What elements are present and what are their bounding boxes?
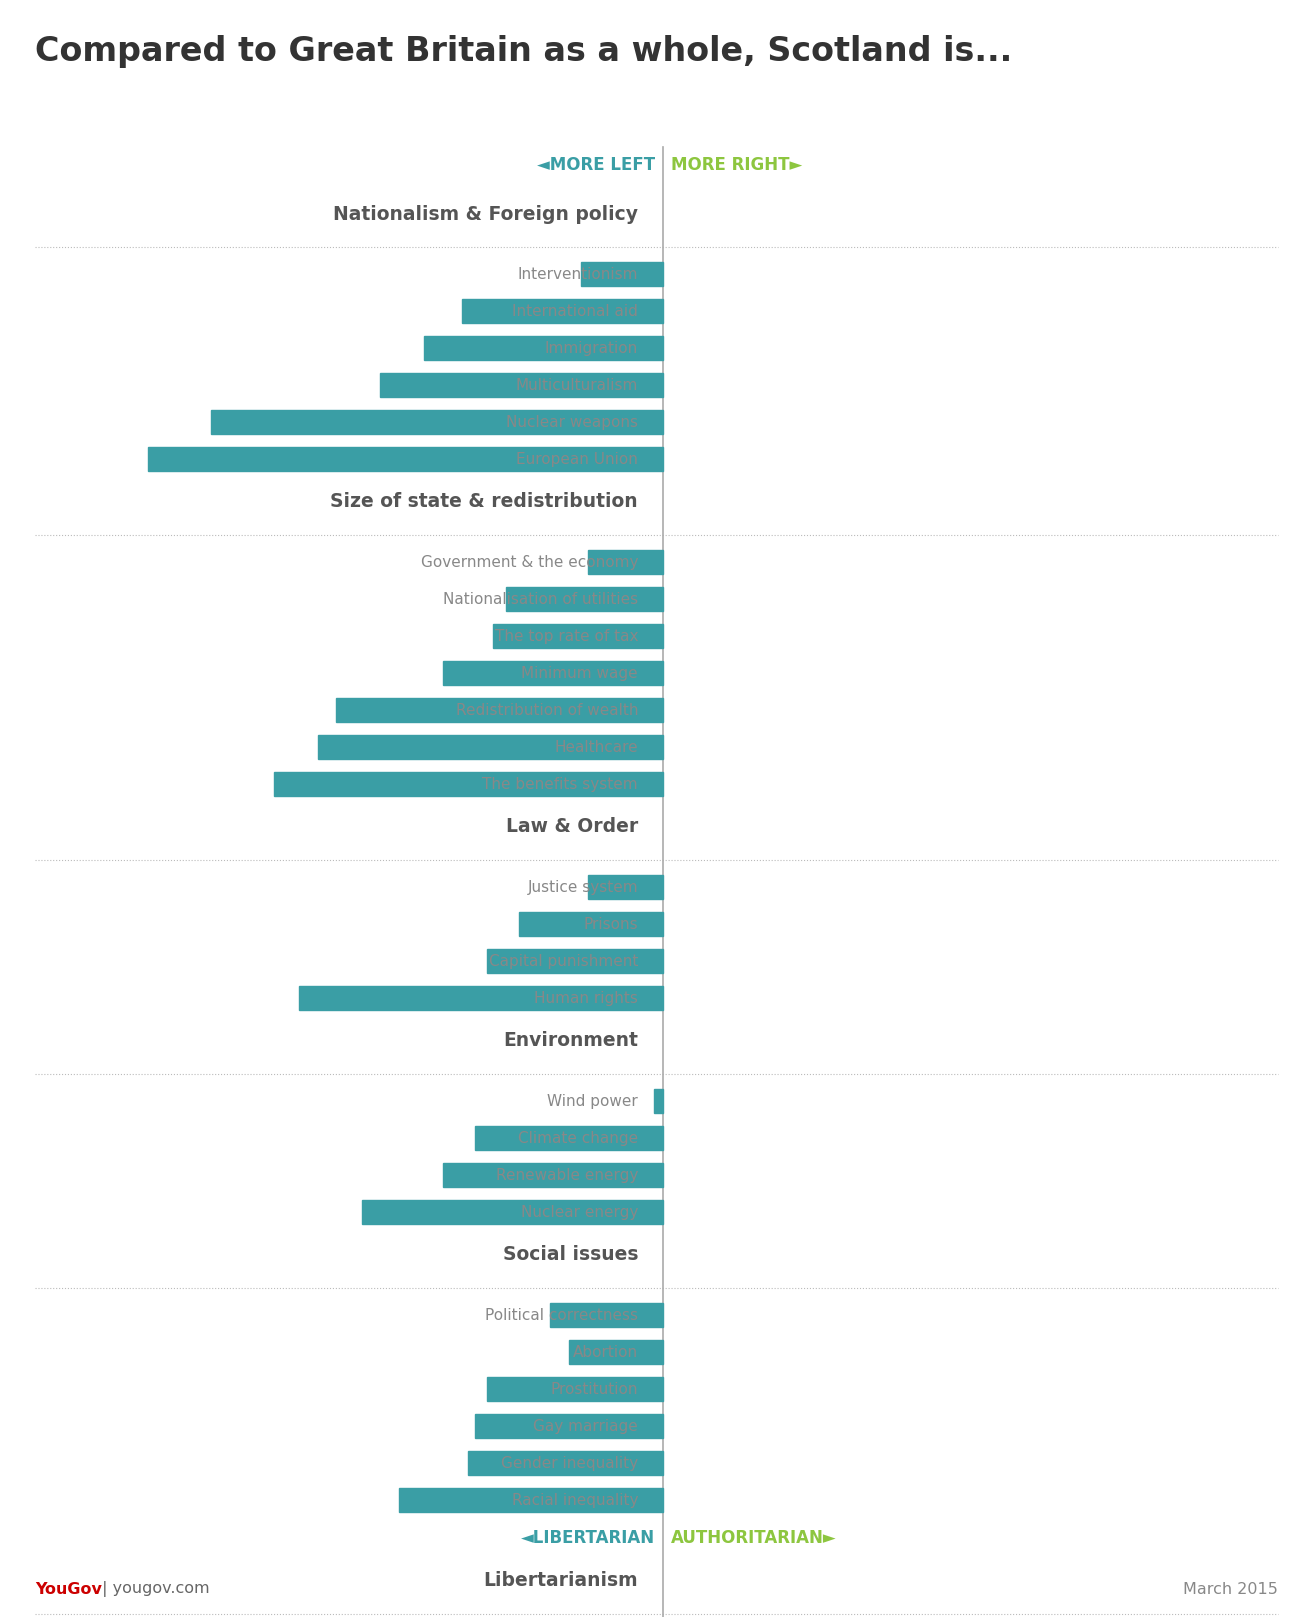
Text: | yougov.com: | yougov.com bbox=[97, 1581, 210, 1598]
Bar bbox=[424, 336, 663, 361]
Text: Size of state & redistribution: Size of state & redistribution bbox=[331, 493, 638, 511]
Text: Healthcare: Healthcare bbox=[554, 741, 638, 755]
Bar bbox=[494, 624, 663, 648]
Bar bbox=[444, 1164, 663, 1187]
Text: Gender inequality: Gender inequality bbox=[502, 1455, 638, 1471]
Text: AUTHORITARIAN►: AUTHORITARIAN► bbox=[671, 1530, 836, 1547]
Text: ◄LIBERTARIAN: ◄LIBERTARIAN bbox=[521, 1530, 655, 1547]
Text: March 2015: March 2015 bbox=[1183, 1581, 1278, 1596]
Bar bbox=[211, 411, 663, 435]
Bar bbox=[550, 1303, 663, 1328]
Text: International aid: International aid bbox=[512, 304, 638, 319]
Text: Nationalism & Foreign policy: Nationalism & Foreign policy bbox=[334, 204, 638, 223]
Text: Renewable energy: Renewable energy bbox=[496, 1167, 638, 1184]
Text: Nuclear energy: Nuclear energy bbox=[521, 1205, 638, 1219]
Bar bbox=[381, 374, 663, 398]
Bar bbox=[588, 875, 663, 899]
Bar bbox=[582, 262, 663, 286]
Text: Environment: Environment bbox=[503, 1032, 638, 1051]
Bar bbox=[361, 1200, 663, 1224]
Bar bbox=[299, 986, 663, 1011]
Bar bbox=[399, 1489, 663, 1512]
Text: Minimum wage: Minimum wage bbox=[521, 666, 638, 681]
Text: Libertarianism: Libertarianism bbox=[483, 1572, 638, 1591]
Text: Law & Order: Law & Order bbox=[506, 818, 638, 836]
Text: The benefits system: The benefits system bbox=[482, 778, 638, 792]
Bar bbox=[506, 587, 663, 611]
Bar bbox=[474, 1415, 663, 1439]
Text: Political correctness: Political correctness bbox=[484, 1308, 638, 1323]
Bar bbox=[444, 661, 663, 686]
Text: Interventionism: Interventionism bbox=[517, 267, 638, 281]
Text: Human rights: Human rights bbox=[534, 991, 638, 1006]
Text: European Union: European Union bbox=[516, 453, 638, 467]
Text: Immigration: Immigration bbox=[545, 341, 638, 356]
Text: YouGov: YouGov bbox=[35, 1581, 102, 1596]
Text: Abortion: Abortion bbox=[572, 1345, 638, 1360]
Bar bbox=[273, 773, 663, 797]
Text: Compared to Great Britain as a whole, Scotland is...: Compared to Great Britain as a whole, Sc… bbox=[35, 36, 1012, 68]
Bar bbox=[336, 699, 663, 723]
Bar bbox=[318, 736, 663, 760]
Text: Climate change: Climate change bbox=[517, 1130, 638, 1146]
Text: The top rate of tax: The top rate of tax bbox=[495, 629, 638, 644]
Text: Government & the economy: Government & the economy bbox=[420, 555, 638, 571]
Bar bbox=[519, 912, 663, 936]
Bar bbox=[462, 299, 663, 323]
Text: Multiculturalism: Multiculturalism bbox=[516, 378, 638, 393]
Bar bbox=[654, 1090, 663, 1114]
Bar bbox=[469, 1452, 663, 1475]
Text: Nuclear weapons: Nuclear weapons bbox=[506, 416, 638, 430]
Text: MORE RIGHT►: MORE RIGHT► bbox=[671, 155, 802, 175]
Text: Social issues: Social issues bbox=[503, 1245, 638, 1264]
Bar bbox=[487, 1378, 663, 1402]
Text: Nationalisation of utilities: Nationalisation of utilities bbox=[442, 592, 638, 606]
Text: ◄MORE LEFT: ◄MORE LEFT bbox=[537, 155, 655, 175]
Bar bbox=[474, 1127, 663, 1151]
Bar bbox=[487, 949, 663, 973]
Text: Wind power: Wind power bbox=[548, 1095, 638, 1109]
Text: Prostitution: Prostitution bbox=[550, 1383, 638, 1397]
Text: Prisons: Prisons bbox=[583, 917, 638, 931]
Text: Racial inequality: Racial inequality bbox=[512, 1492, 638, 1509]
Bar bbox=[148, 448, 663, 472]
Text: Capital punishment: Capital punishment bbox=[488, 954, 638, 969]
Bar bbox=[588, 550, 663, 574]
Text: Justice system: Justice system bbox=[528, 880, 638, 894]
Text: Redistribution of wealth: Redistribution of wealth bbox=[456, 703, 638, 718]
Bar bbox=[569, 1340, 663, 1365]
Text: Gay marriage: Gay marriage bbox=[533, 1420, 638, 1434]
